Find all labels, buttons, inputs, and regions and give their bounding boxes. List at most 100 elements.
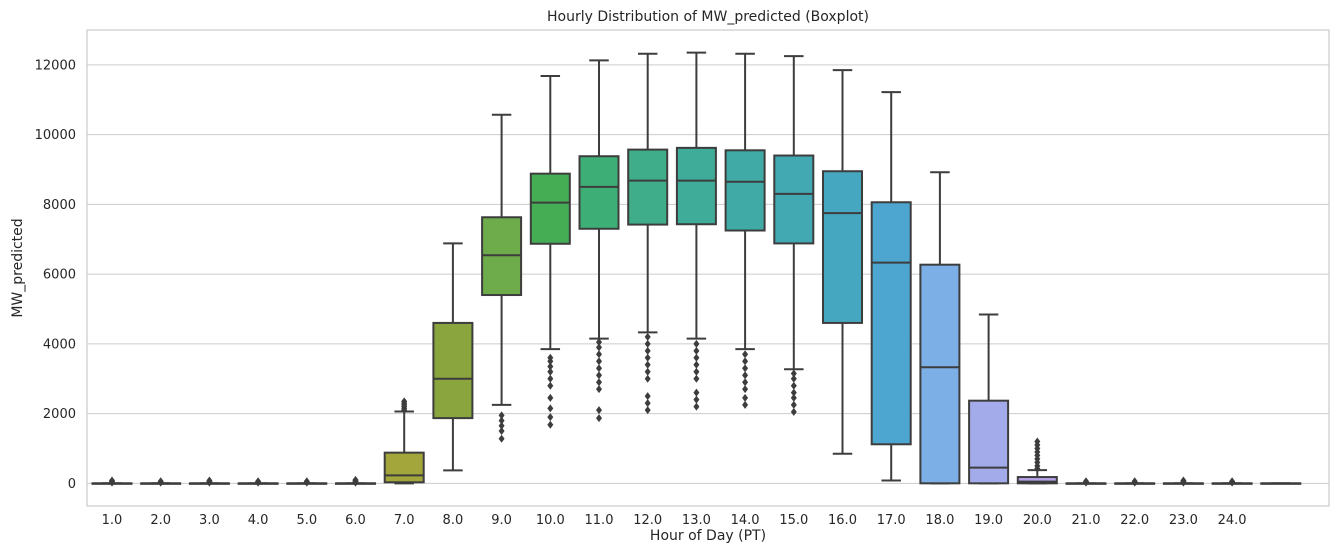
outlier-point — [693, 339, 700, 348]
outlier-point — [742, 385, 749, 394]
box-group — [432, 242, 474, 472]
box-group — [919, 171, 961, 485]
box-group — [481, 113, 523, 443]
box-group — [286, 477, 328, 487]
outlier-point — [693, 360, 700, 369]
outlier-point — [596, 357, 602, 366]
outlier-point — [255, 477, 262, 486]
outlier-point — [790, 374, 797, 383]
outlier-point — [498, 427, 505, 436]
outlier-point — [742, 357, 749, 366]
x-tick-label: 2.0 — [150, 513, 171, 528]
outlier-point — [547, 420, 554, 429]
outlier-point — [498, 411, 505, 420]
outlier-point — [596, 385, 602, 394]
x-tick-label: 4.0 — [248, 513, 269, 528]
outlier-point — [644, 353, 651, 362]
outlier-point — [303, 477, 310, 486]
outlier-point — [547, 413, 554, 422]
outlier-point — [352, 475, 359, 484]
outlier-point — [596, 364, 602, 373]
x-tick-label: 9.0 — [491, 513, 512, 528]
outlier-point — [109, 476, 115, 485]
x-tick-label: 21.0 — [1072, 513, 1101, 528]
box — [968, 399, 1010, 485]
outlier-point — [596, 343, 602, 352]
x-tick-label: 23.0 — [1169, 513, 1198, 528]
outlier-point — [644, 339, 651, 348]
x-tick-label: 19.0 — [974, 513, 1003, 528]
x-tick-label: 18.0 — [925, 513, 954, 528]
outlier-point — [596, 371, 602, 380]
outlier-point — [596, 414, 602, 423]
box-group — [773, 55, 815, 416]
box-group — [188, 476, 230, 487]
y-tick-label: 12000 — [35, 58, 76, 73]
outlier-point — [742, 371, 749, 380]
box — [1016, 476, 1058, 485]
outlier-point — [742, 378, 749, 387]
outlier-point — [547, 362, 554, 371]
outlier-point — [742, 400, 749, 409]
x-tick-label: 15.0 — [779, 513, 808, 528]
box-group — [968, 313, 1010, 485]
box-group — [1114, 477, 1156, 487]
box — [578, 155, 620, 230]
box — [529, 172, 571, 245]
x-tick-label: 14.0 — [731, 513, 760, 528]
box — [773, 154, 815, 245]
x-axis-label: Hour of Day (PT) — [650, 528, 766, 544]
outlier-point — [644, 332, 651, 341]
x-tick-label: 7.0 — [394, 513, 415, 528]
outlier-point — [693, 402, 700, 411]
x-tick-label: 11.0 — [585, 513, 614, 528]
box-group — [822, 69, 863, 455]
box-group — [383, 397, 425, 485]
outlier-point — [644, 374, 651, 383]
outlier-point — [693, 388, 700, 397]
x-tick-label: 16.0 — [828, 513, 857, 528]
outlier-point — [206, 476, 213, 485]
outlier-point — [790, 400, 797, 409]
box-group — [335, 475, 376, 487]
box — [383, 451, 425, 484]
y-axis-label: MW_predicted — [10, 218, 26, 317]
outlier-point — [1034, 437, 1041, 446]
y-tick-label: 10000 — [35, 128, 76, 143]
box-group — [578, 59, 620, 423]
box — [675, 146, 717, 226]
outlier-point — [790, 381, 797, 390]
outlier-point — [693, 346, 700, 355]
x-tick-label: 17.0 — [877, 513, 906, 528]
outlier-point — [596, 378, 602, 387]
x-tick-label: 5.0 — [296, 513, 317, 528]
box-group — [675, 51, 717, 411]
box-group — [140, 477, 182, 487]
outlier-point — [547, 393, 554, 402]
y-tick-label: 0 — [68, 477, 76, 492]
plot-frame — [86, 29, 1330, 507]
outlier-point — [644, 346, 651, 355]
box-group — [1260, 482, 1302, 485]
box-group — [1065, 477, 1107, 487]
box — [822, 170, 863, 324]
y-tick-labels: 0 2000 4000 6000 8000 10000 12000 — [35, 58, 76, 491]
outlier-point — [790, 388, 797, 397]
outlier-point — [693, 395, 700, 404]
y-tick-label: 6000 — [43, 268, 76, 283]
box — [432, 321, 474, 420]
grid-lines — [87, 64, 1329, 484]
box — [870, 201, 912, 446]
box-group — [724, 52, 766, 409]
box-group — [1211, 477, 1253, 487]
outlier-point — [596, 338, 602, 347]
x-tick-label: 22.0 — [1120, 513, 1149, 528]
outlier-point — [547, 353, 554, 362]
box-group — [627, 52, 669, 415]
outlier-point — [790, 407, 797, 416]
x-tick-label: 3.0 — [199, 513, 220, 528]
outlier-point — [596, 406, 602, 415]
outlier-point — [1083, 477, 1089, 486]
chart-title: Hourly Distribution of MW_predicted (Box… — [547, 9, 869, 25]
outlier-point — [1180, 476, 1187, 485]
